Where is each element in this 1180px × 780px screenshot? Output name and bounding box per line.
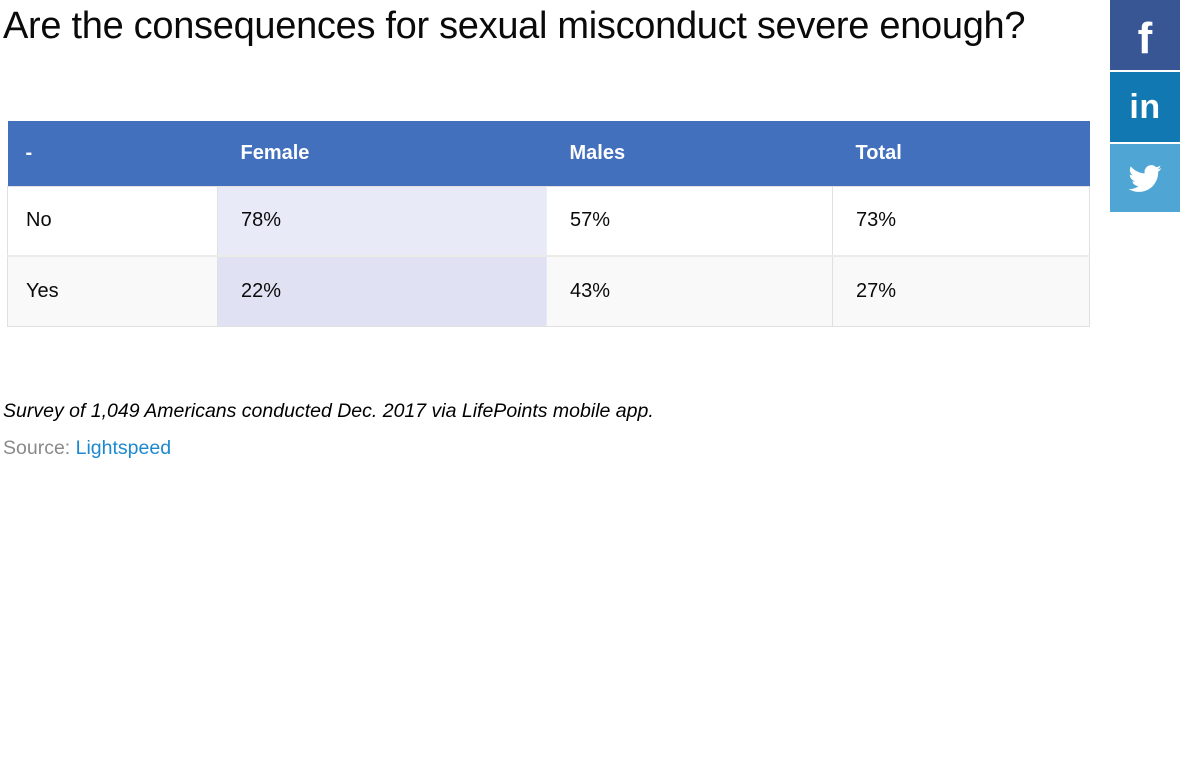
survey-methodology-note: Survey of 1,049 Americans conducted Dec.… (3, 400, 654, 422)
row-label-no: No (7, 185, 218, 257)
column-header-female: Female (217, 121, 547, 186)
cell-yes-males: 43% (546, 255, 833, 327)
linkedin-share-button[interactable]: in (1110, 72, 1180, 142)
column-header-blank: - (7, 121, 218, 186)
column-header-males: Males (546, 121, 833, 186)
survey-table: - Female Males Total No 78% 57% 73% Yes … (7, 121, 1090, 327)
column-header-total: Total (832, 121, 1090, 186)
cell-yes-total: 27% (832, 255, 1090, 327)
source-line: Source: Lightspeed (3, 437, 171, 460)
table-header-row: - Female Males Total (7, 121, 1090, 186)
twitter-icon (1125, 162, 1165, 195)
twitter-share-button[interactable] (1110, 144, 1180, 212)
page-title: Are the consequences for sexual miscondu… (3, 5, 1026, 47)
table-row-yes: Yes 22% 43% 27% (7, 255, 1090, 327)
facebook-share-button[interactable]: f (1110, 0, 1180, 70)
source-label: Source: (3, 437, 71, 459)
table-row-no: No 78% 57% 73% (7, 185, 1090, 257)
linkedin-icon: in (1129, 88, 1161, 126)
row-label-yes: Yes (7, 255, 218, 327)
facebook-icon: f (1137, 14, 1153, 63)
cell-no-males: 57% (546, 185, 833, 257)
social-share-rail: f in (1110, 0, 1180, 214)
survey-table-container: - Female Males Total No 78% 57% 73% Yes … (7, 121, 1090, 327)
source-link[interactable]: Lightspeed (75, 437, 172, 459)
cell-no-total: 73% (832, 185, 1090, 257)
cell-yes-female: 22% (217, 255, 547, 327)
cell-no-female: 78% (217, 185, 547, 257)
